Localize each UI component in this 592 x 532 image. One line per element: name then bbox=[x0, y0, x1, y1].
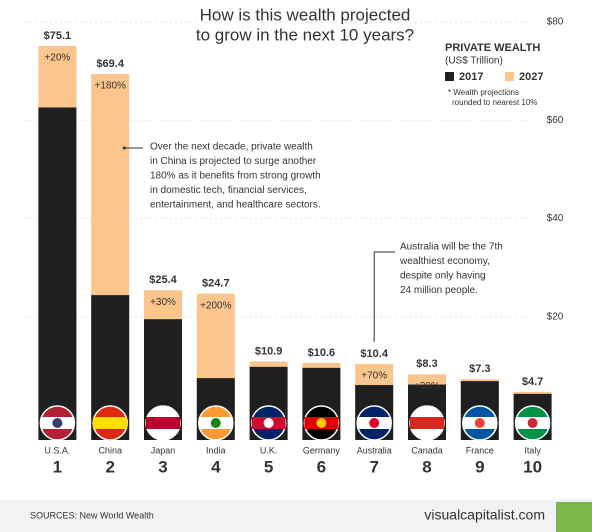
value-label: $4.7 bbox=[522, 376, 543, 388]
y-tick-label: $40 bbox=[547, 213, 564, 224]
title-line: How is this wealth projected bbox=[200, 5, 411, 24]
x-tick-label: Australia bbox=[357, 445, 392, 455]
flag-stripe bbox=[146, 417, 180, 429]
growth-label: +70% bbox=[361, 371, 387, 382]
legend-title: PRIVATE WEALTH bbox=[445, 42, 540, 54]
source: SOURCES: New World Wealth bbox=[30, 510, 154, 520]
legend-subtitle: (US$ Trillion) bbox=[445, 56, 503, 67]
rank: 9 bbox=[475, 457, 484, 476]
x-tick-label: Italy bbox=[524, 445, 541, 455]
flag-emblem bbox=[474, 418, 485, 428]
bar-2017 bbox=[38, 107, 77, 415]
value-label: $7.3 bbox=[469, 363, 490, 375]
growth-label: +30% bbox=[414, 381, 440, 392]
growth-label: +20% bbox=[44, 53, 70, 64]
flag-stripe bbox=[93, 417, 128, 429]
value-label: $75.1 bbox=[44, 30, 72, 42]
rank: 2 bbox=[105, 457, 114, 476]
flag-emblem bbox=[263, 418, 274, 428]
legend-label: 2017 bbox=[459, 71, 483, 83]
growth-label: +200% bbox=[200, 300, 232, 311]
growth-label: +30% bbox=[150, 297, 176, 308]
growth-label: +180% bbox=[94, 81, 126, 92]
value-label: $10.4 bbox=[360, 348, 388, 360]
x-tick-label: Germany bbox=[303, 445, 341, 455]
annotation-dot bbox=[122, 146, 126, 150]
y-tick-label: $20 bbox=[547, 311, 564, 322]
annotation-text: 180% as it benefits from strong growth bbox=[150, 171, 321, 182]
value-label: $24.7 bbox=[202, 278, 230, 290]
annotation-text: 24 million people. bbox=[400, 285, 478, 296]
value-label: $10.6 bbox=[308, 347, 336, 359]
annotation-text: Australia will be the 7th bbox=[400, 242, 503, 253]
flag-emblem bbox=[369, 418, 380, 428]
x-tick-label: U.K. bbox=[260, 445, 278, 455]
x-tick-label: China bbox=[98, 445, 122, 455]
rank: 6 bbox=[317, 457, 326, 476]
footer-bar bbox=[0, 500, 592, 532]
x-tick-label: India bbox=[206, 445, 226, 455]
x-tick-label: France bbox=[466, 445, 494, 455]
flag-emblem bbox=[316, 418, 327, 428]
flag-stripe bbox=[410, 417, 444, 429]
note: * Wealth projections bbox=[448, 88, 519, 97]
y-tick-label: $60 bbox=[547, 115, 564, 126]
x-tick-label: Japan bbox=[151, 445, 176, 455]
legend-swatch bbox=[505, 72, 514, 81]
value-label: $25.4 bbox=[149, 274, 177, 286]
annotation-text: in China is projected to surge another bbox=[150, 156, 317, 167]
rank: 5 bbox=[264, 457, 273, 476]
rank: 3 bbox=[158, 457, 167, 476]
annotation-line bbox=[373, 251, 395, 342]
annotation-text: Over the next decade, private wealth bbox=[150, 142, 313, 153]
flag-emblem bbox=[527, 418, 538, 428]
legend-swatch bbox=[445, 72, 454, 81]
value-label: $8.3 bbox=[416, 358, 437, 370]
y-tick-label: $80 bbox=[547, 17, 564, 28]
annotation-text: entertainment, and healthcare sectors. bbox=[150, 200, 321, 211]
x-tick-label: Canada bbox=[411, 445, 443, 455]
annotation-text: in domestic tech, financial services, bbox=[150, 185, 307, 196]
brand: visualcapitalist.com bbox=[424, 507, 545, 523]
x-tick-label: U.S.A. bbox=[44, 445, 70, 455]
value-label: $10.9 bbox=[255, 345, 283, 357]
logo bbox=[556, 502, 592, 532]
title-line: to grow in the next 10 years? bbox=[196, 25, 414, 44]
value-label: $69.4 bbox=[96, 58, 124, 70]
flag-emblem bbox=[52, 418, 63, 428]
rank: 10 bbox=[523, 457, 542, 476]
rank: 4 bbox=[211, 457, 221, 476]
rank: 1 bbox=[53, 457, 62, 476]
legend-label: 2027 bbox=[519, 71, 543, 83]
annotation-text: despite only having bbox=[400, 271, 486, 282]
flag-emblem bbox=[210, 418, 221, 428]
annotation-text: wealthiest economy, bbox=[399, 256, 490, 267]
rank: 8 bbox=[422, 457, 431, 476]
rank: 7 bbox=[369, 457, 378, 476]
note: rounded to nearest 10% bbox=[452, 98, 537, 107]
bar-2017 bbox=[144, 319, 182, 415]
bar-2017 bbox=[91, 295, 130, 415]
